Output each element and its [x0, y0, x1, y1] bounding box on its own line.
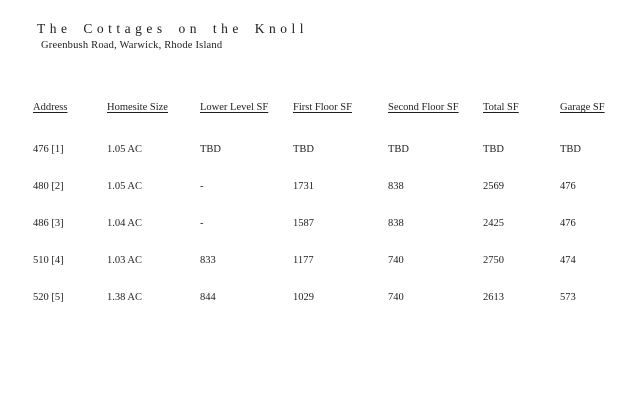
page-subtitle: Greenbush Road, Warwick, Rhode Island — [41, 40, 223, 51]
table-cell-first-floor-sf: 1177 — [293, 255, 314, 266]
table-row: 510 [4] 1.03 AC 833 1177 740 2750 474 — [0, 254, 640, 270]
table-cell-address: 486 [3] — [33, 218, 64, 229]
table-cell-total-sf: TBD — [483, 144, 504, 155]
table-cell-homesite-size: 1.05 AC — [107, 144, 143, 155]
table-cell-address: 510 [4] — [33, 255, 64, 266]
table-cell-garage-sf: 476 — [560, 218, 576, 229]
table-row: 476 [1] 1.05 AC TBD TBD TBD TBD TBD — [0, 143, 640, 159]
table-cell-total-sf: 2425 — [483, 218, 504, 229]
table-cell-total-sf: 2569 — [483, 181, 504, 192]
table-cell-address: 476 [1] — [33, 144, 64, 155]
table-cell-garage-sf: TBD — [560, 144, 581, 155]
table-cell-garage-sf: 476 — [560, 181, 576, 192]
column-header-total-sf: Total SF — [483, 102, 519, 113]
table-cell-second-floor-sf: 740 — [388, 255, 404, 266]
table-row: 520 [5] 1.38 AC 844 1029 740 2613 573 — [0, 291, 640, 307]
column-header-garage-sf: Garage SF — [560, 102, 605, 113]
table-cell-homesite-size: 1.38 AC — [107, 292, 143, 303]
column-header-address: Address — [33, 102, 68, 113]
table-cell-second-floor-sf: 740 — [388, 292, 404, 303]
table-cell-lower-level-sf: - — [200, 181, 204, 192]
table-cell-garage-sf: 573 — [560, 292, 576, 303]
table-cell-first-floor-sf: 1731 — [293, 181, 314, 192]
table-cell-total-sf: 2613 — [483, 292, 504, 303]
table-cell-first-floor-sf: 1029 — [293, 292, 314, 303]
table-cell-second-floor-sf: 838 — [388, 181, 404, 192]
table-cell-lower-level-sf: - — [200, 218, 204, 229]
table-row: 486 [3] 1.04 AC - 1587 838 2425 476 — [0, 217, 640, 233]
table-cell-homesite-size: 1.03 AC — [107, 255, 143, 266]
column-header-lower-level-sf: Lower Level SF — [200, 102, 269, 113]
table-cell-homesite-size: 1.04 AC — [107, 218, 143, 229]
table-cell-second-floor-sf: 838 — [388, 218, 404, 229]
table-row: 480 [2] 1.05 AC - 1731 838 2569 476 — [0, 180, 640, 196]
table-cell-address: 480 [2] — [33, 181, 64, 192]
column-header-first-floor-sf: First Floor SF — [293, 102, 352, 113]
table-cell-first-floor-sf: 1587 — [293, 218, 314, 229]
table-cell-second-floor-sf: TBD — [388, 144, 409, 155]
table-cell-homesite-size: 1.05 AC — [107, 181, 143, 192]
column-header-second-floor-sf: Second Floor SF — [388, 102, 459, 113]
table-cell-garage-sf: 474 — [560, 255, 576, 266]
table-cell-lower-level-sf: TBD — [200, 144, 221, 155]
table-cell-address: 520 [5] — [33, 292, 64, 303]
column-header-homesite-size: Homesite Size — [107, 102, 168, 113]
table-cell-total-sf: 2750 — [483, 255, 504, 266]
table-cell-lower-level-sf: 833 — [200, 255, 216, 266]
table-cell-first-floor-sf: TBD — [293, 144, 314, 155]
page-title: The Cottages on the Knoll — [37, 21, 308, 36]
table-cell-lower-level-sf: 844 — [200, 292, 216, 303]
header-row: Address Homesite Size Lower Level SF Fir… — [0, 101, 640, 117]
